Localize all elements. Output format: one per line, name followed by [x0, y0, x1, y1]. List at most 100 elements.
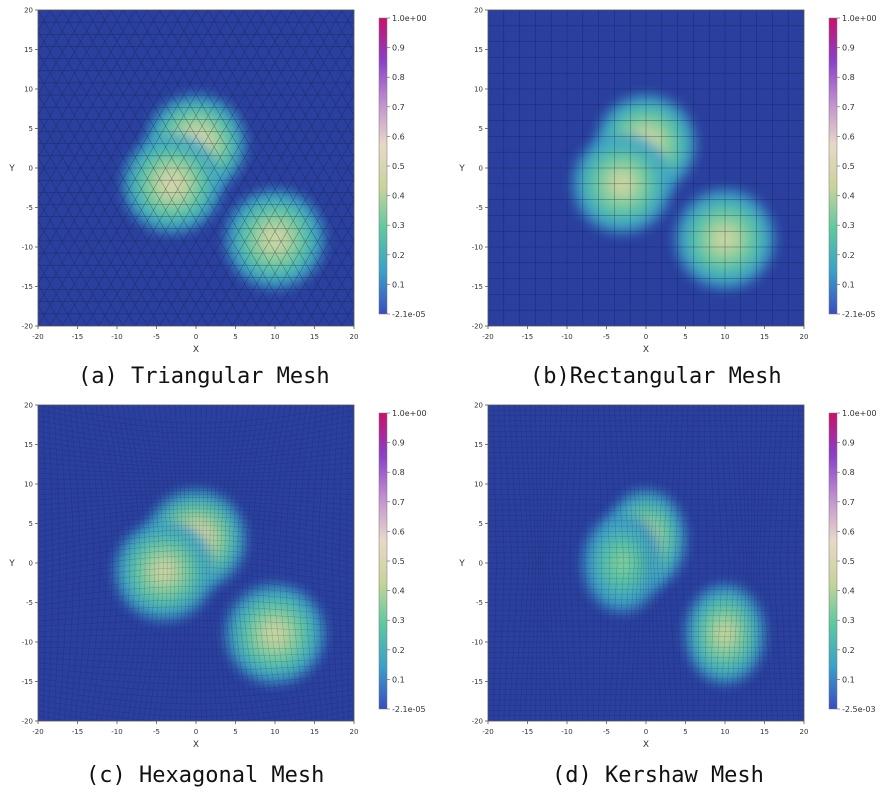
- mesh-edge: [0, 10, 2, 326]
- mesh-edge: [220, 93, 354, 326]
- field-contour: [272, 631, 278, 637]
- mesh-edge: [427, 10, 436, 326]
- x-tick-label: -10: [561, 728, 572, 736]
- mesh-edge: [562, 405, 573, 721]
- mesh-edge: [85, 405, 101, 721]
- mesh-edge: [49, 10, 233, 326]
- colorbar-tick-label: 0.9: [392, 44, 405, 53]
- mesh-edge: [38, 606, 354, 616]
- mesh-edge: [38, 529, 354, 548]
- mesh-edge: [237, 405, 255, 721]
- mesh-edge: [147, 10, 330, 326]
- mesh-edge: [64, 405, 74, 721]
- colorbar-min-label: -2.1e-05: [392, 310, 426, 319]
- y-tick-label: -20: [22, 718, 33, 726]
- mesh-edge: [38, 561, 354, 579]
- mesh-edge: [38, 10, 75, 74]
- mesh-edge: [279, 405, 297, 721]
- mesh-edge: [38, 657, 354, 664]
- mesh-edge: [519, 405, 530, 721]
- mesh-edge: [38, 567, 354, 585]
- x-tick-label: 10: [721, 333, 730, 341]
- x-tick-label: 15: [760, 728, 769, 736]
- mesh-edge: [38, 10, 99, 116]
- mesh-edge: [251, 405, 270, 721]
- mesh-edge: [262, 405, 281, 721]
- x-tick-label: -5: [603, 728, 610, 736]
- y-axis-label: Y: [458, 559, 465, 569]
- heatmap-chart: -20 -15 -10 -5 0 5 10 15 20 -20 -15 -10 -5 0 5 10 15 20 X Y…: [8, 402, 426, 751]
- mesh-edge: [38, 10, 209, 306]
- y-tick-label: 5: [29, 520, 33, 528]
- mesh-edge: [38, 468, 354, 475]
- x-tick-label: -10: [561, 333, 572, 341]
- colorbar-tick-label: 0.4: [842, 192, 855, 201]
- x-tick-label: -15: [522, 333, 533, 341]
- mesh-edge: [498, 405, 505, 721]
- mesh-edge: [205, 405, 212, 721]
- mesh-edge: [38, 446, 354, 460]
- mesh-edge: [735, 405, 744, 721]
- x-tick-label: 0: [644, 333, 648, 341]
- mesh-edge: [608, 405, 618, 721]
- mesh-edge: [232, 405, 249, 721]
- colorbar-tick-label: 0.5: [842, 557, 855, 566]
- panel-caption: (c) Hexagonal Mesh: [86, 763, 325, 788]
- y-tick-label: -5: [26, 204, 33, 212]
- y-axis-label: Y: [8, 164, 15, 174]
- mesh-edge: [164, 405, 176, 721]
- mesh-edge: [552, 405, 562, 721]
- y-tick-label: -15: [472, 678, 483, 686]
- y-tick-label: 20: [24, 402, 33, 410]
- mesh-edge: [38, 599, 354, 611]
- mesh-edge: [171, 10, 354, 326]
- mesh-lines: [38, 405, 354, 721]
- mesh-edge: [674, 405, 684, 721]
- mesh-edge: [228, 405, 244, 721]
- x-tick-label: 15: [760, 333, 769, 341]
- x-tick-label: -5: [153, 333, 160, 341]
- mesh-edge: [38, 415, 354, 434]
- colorbar: [828, 412, 838, 710]
- mesh-edge: [195, 51, 354, 326]
- mesh-edge: [38, 555, 354, 574]
- field-blob: [225, 189, 325, 289]
- mesh-edge: [753, 405, 757, 721]
- mesh-edge: [584, 405, 589, 721]
- colorbar-tick-label: 0.5: [842, 162, 855, 171]
- mesh-edge: [548, 405, 557, 721]
- mesh-edge: [116, 405, 136, 721]
- heatmap-chart: -20 -15 -10 -5 0 5 10 15 20 -20 -15 -10 -5 0 5 10 15 20 X Y…: [458, 402, 876, 751]
- mesh-edge: [38, 512, 354, 527]
- x-tick-label: 20: [800, 728, 809, 736]
- x-tick-label: -15: [522, 728, 533, 736]
- colorbar: [828, 17, 838, 315]
- x-tick-label: 10: [721, 728, 730, 736]
- mesh-edge: [110, 10, 294, 326]
- y-axis-label: Y: [458, 164, 465, 174]
- mesh-edge: [38, 662, 354, 671]
- mesh-edge: [220, 405, 234, 721]
- colorbar-tick-label: 0.8: [842, 73, 855, 82]
- y-tick-label: -15: [22, 283, 33, 291]
- field-contour: [272, 236, 278, 242]
- y-tick-label: 15: [474, 46, 483, 54]
- mesh-edge: [90, 405, 107, 721]
- mesh-edge: [38, 10, 197, 285]
- mesh-edge: [653, 405, 662, 721]
- mesh-edge: [524, 405, 534, 721]
- mesh-edge: [38, 10, 136, 180]
- mesh-edge: [38, 544, 354, 564]
- x-tick-label: 10: [271, 728, 280, 736]
- x-tick-label: -10: [111, 728, 122, 736]
- mesh-edge: [38, 579, 354, 595]
- mesh-edge: [403, 10, 436, 326]
- field-contour: [169, 180, 176, 187]
- y-tick-label: -10: [22, 639, 33, 647]
- mesh-edge: [86, 10, 270, 326]
- colorbar-tick-label: 0.6: [392, 527, 405, 536]
- mesh-edge: [38, 504, 354, 516]
- colorbar-tick-label: 0.9: [392, 439, 405, 448]
- mesh-edge: [38, 573, 354, 590]
- x-tick-label: 15: [310, 333, 319, 341]
